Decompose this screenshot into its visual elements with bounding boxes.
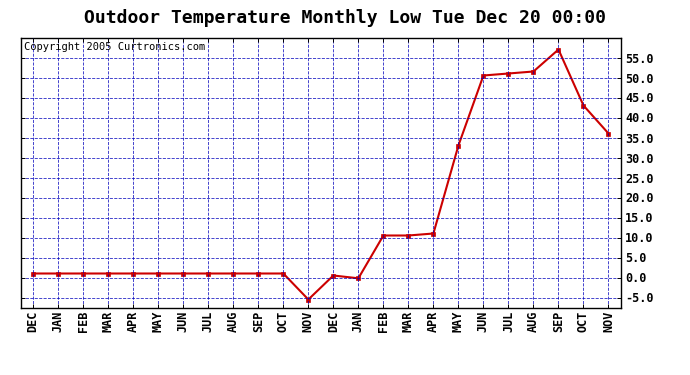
- Text: Copyright 2005 Curtronics.com: Copyright 2005 Curtronics.com: [23, 42, 205, 51]
- Text: Outdoor Temperature Monthly Low Tue Dec 20 00:00: Outdoor Temperature Monthly Low Tue Dec …: [84, 9, 606, 27]
